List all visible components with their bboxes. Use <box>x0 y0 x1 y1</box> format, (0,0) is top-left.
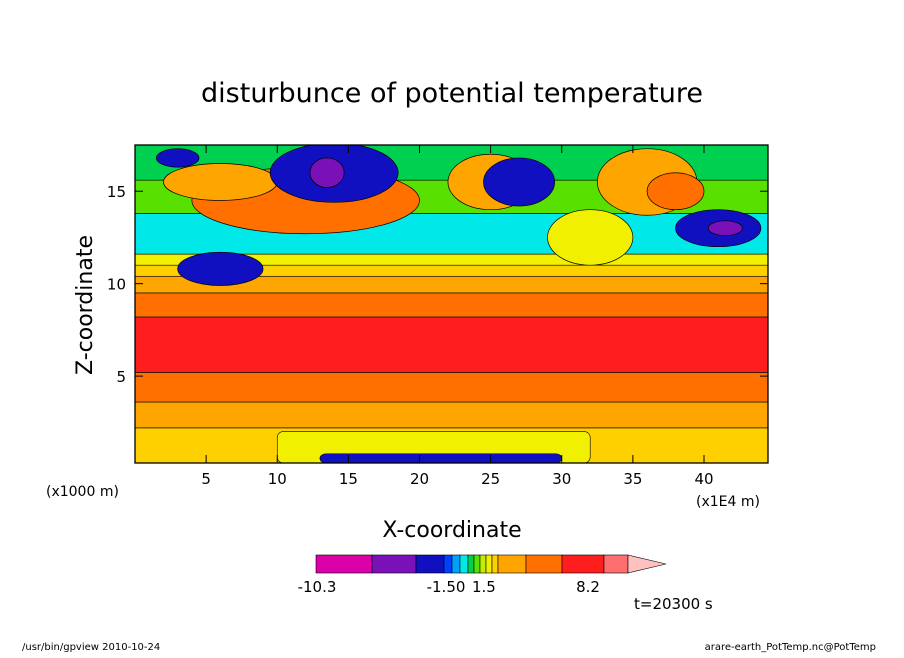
x-tick-label: 10 <box>268 470 287 488</box>
y-unit-label: (x1000 m) <box>46 484 119 500</box>
colorbar-segment <box>603 554 629 574</box>
y-tick-label: 5 <box>116 368 126 386</box>
colorbar-segment <box>525 554 563 574</box>
colorbar-label: 8.2 <box>576 578 600 596</box>
chart-title: disturbunce of potential temperature <box>201 78 703 109</box>
colorbar-segment <box>491 554 499 574</box>
colorbar-segment <box>561 554 605 574</box>
contour-band <box>135 372 768 403</box>
colorbar-segment <box>497 554 527 574</box>
x-tick-label: 5 <box>201 470 211 488</box>
y-tick-label: 15 <box>107 183 126 201</box>
contour-band <box>319 453 563 463</box>
colorbar-segment <box>415 554 445 574</box>
footer-right: arare-earth_PotTemp.nc@PotTemp <box>705 642 876 653</box>
footer-left: /usr/bin/gpview 2010-10-24 <box>22 642 160 653</box>
colorbar-segment <box>459 554 469 574</box>
contour-blob <box>707 220 743 236</box>
colorbar-segment <box>473 554 481 574</box>
colorbar-label: -10.3 <box>298 578 337 596</box>
colorbar-segment <box>467 554 475 574</box>
colorbar-segment <box>485 554 493 574</box>
colorbar-arrow <box>627 554 667 574</box>
contour-blob <box>483 157 555 207</box>
colorbar-segment <box>451 554 461 574</box>
colorbar-segment <box>315 554 373 574</box>
contour-band <box>135 316 768 373</box>
x-axis-label: X-coordinate <box>382 518 521 543</box>
colorbar-segment <box>479 554 487 574</box>
contour-blob <box>177 251 264 286</box>
x-tick-label: 40 <box>694 470 713 488</box>
x-tick-label: 20 <box>410 470 429 488</box>
contour-band <box>135 292 768 318</box>
colorbar-label: -1.50 <box>427 578 466 596</box>
colorbar-label: 1.5 <box>472 578 496 596</box>
x-tick-label: 25 <box>481 470 500 488</box>
contour-blob <box>646 172 705 211</box>
contour-blob <box>155 148 200 168</box>
colorbar: -10.3 -1.50 1.5 8.2 <box>298 554 667 596</box>
plot-frame <box>134 144 769 464</box>
colorbar-segment <box>371 554 417 574</box>
x-unit-label: (x1E4 m) <box>696 494 760 510</box>
contour-blob <box>547 209 634 266</box>
y-axis-label: Z-coordinate <box>73 235 98 375</box>
colorbar-segment <box>443 554 453 574</box>
plot-area <box>135 145 768 463</box>
x-tick-label: 15 <box>339 470 358 488</box>
y-tick-label: 10 <box>107 276 126 294</box>
x-tick-label: 35 <box>623 470 642 488</box>
contour-blob <box>163 163 278 201</box>
x-tick-label: 30 <box>552 470 571 488</box>
contour-blob <box>309 157 345 188</box>
contour-band <box>135 401 768 429</box>
time-label: t=20300 s <box>634 595 713 613</box>
